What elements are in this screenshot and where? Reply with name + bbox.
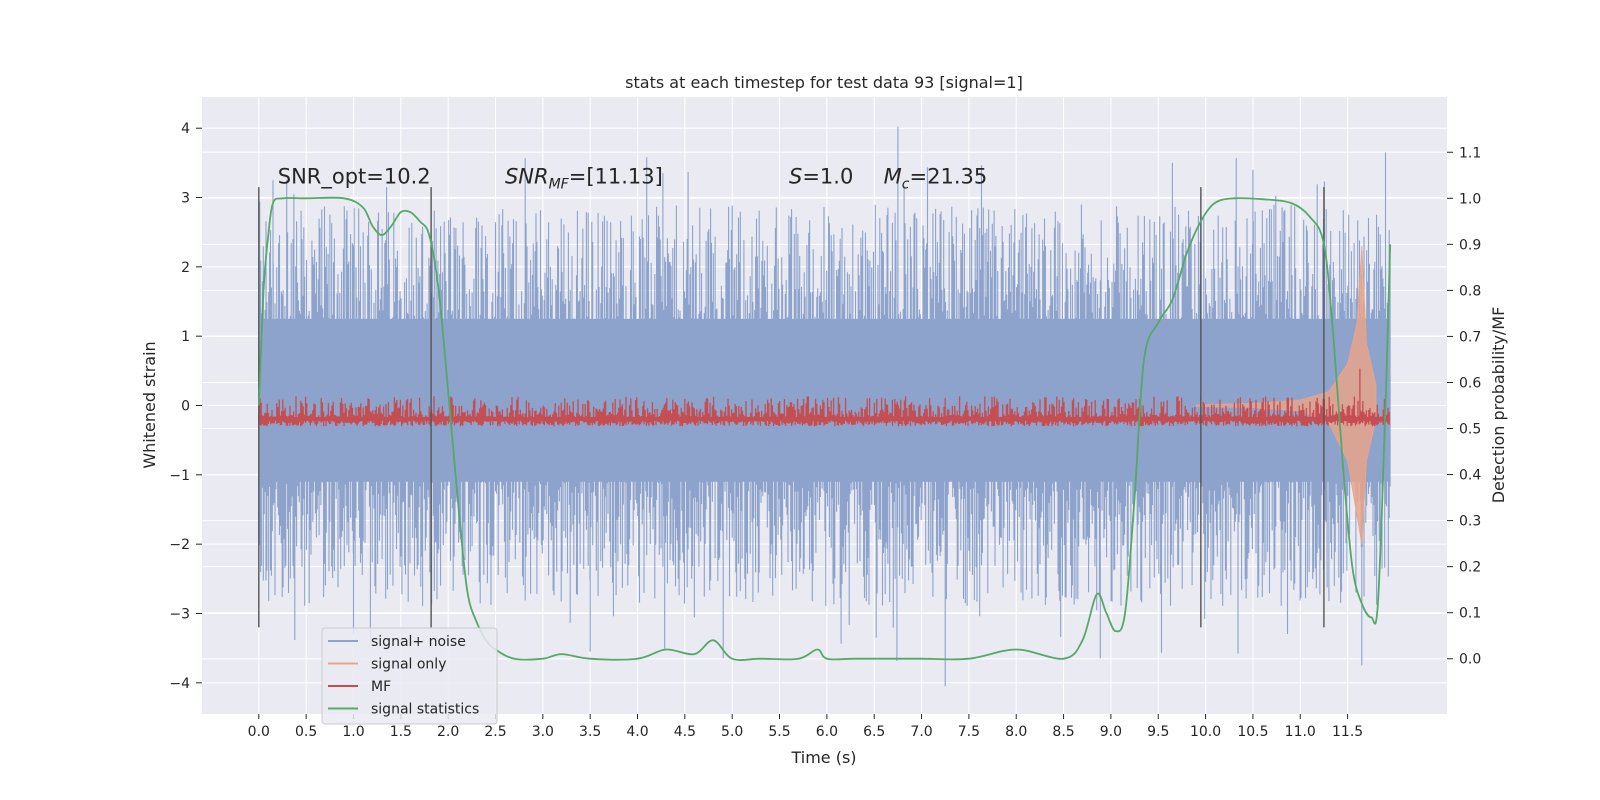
y-axis-label-right: Detection probability/MF xyxy=(1489,307,1508,504)
y-right-tick-label: 0.0 xyxy=(1459,652,1481,668)
annotation: SNRMF=[11.13] xyxy=(505,165,663,193)
y-right-tick-label: 1.0 xyxy=(1459,191,1481,207)
y-axis-label: Whitened strain xyxy=(140,341,159,468)
x-tick-label: 6.5 xyxy=(863,724,885,740)
x-tick-label: 3.0 xyxy=(532,724,554,740)
x-tick-label: 11.0 xyxy=(1285,724,1316,740)
y-right-tick-label: 0.8 xyxy=(1459,283,1481,299)
y-tick-label: 4 xyxy=(181,121,190,137)
x-tick-label: 4.5 xyxy=(674,724,696,740)
y-tick-label: 2 xyxy=(181,260,190,276)
y-tick-label: 1 xyxy=(181,329,190,345)
legend: signal+ noise signal only MF signal statist… xyxy=(321,627,498,725)
annotation: S=1.0 xyxy=(789,165,853,189)
x-tick-label: 11.5 xyxy=(1332,724,1363,740)
x-axis-label: Time (s) xyxy=(790,748,856,767)
legend-label: signal statistics xyxy=(371,702,479,718)
x-tick-label: 2.0 xyxy=(437,724,459,740)
y-right-tick-label: 0.9 xyxy=(1459,237,1481,253)
y-right-tick-label: 0.3 xyxy=(1459,514,1481,530)
y-right-tick-label: 0.6 xyxy=(1459,375,1481,391)
y-right-tick-label: 1.1 xyxy=(1459,145,1481,161)
x-tick-label: 1.5 xyxy=(390,724,412,740)
y-right-tick-label: 0.5 xyxy=(1459,422,1481,438)
y-right-tick-label: 0.7 xyxy=(1459,329,1481,345)
x-tick-label: 8.5 xyxy=(1052,724,1074,740)
x-tick-label: 2.5 xyxy=(484,724,506,740)
x-tick-label: 1.0 xyxy=(342,724,364,740)
y-right-tick-label: 0.1 xyxy=(1459,606,1481,622)
y-tick-label: −3 xyxy=(169,606,190,622)
x-tick-label: 5.5 xyxy=(768,724,790,740)
signal-statistics-line xyxy=(257,196,1392,661)
signal-noise-series xyxy=(258,126,1391,687)
y-tick-label: 3 xyxy=(181,191,190,207)
x-tick-label: 7.0 xyxy=(910,724,932,740)
y-right-tick-label: 0.4 xyxy=(1459,468,1481,484)
x-tick-label: 9.5 xyxy=(1147,724,1169,740)
y-tick-label: −2 xyxy=(169,537,190,553)
tick-labels: 0.0 0.5 1.0 1.5 2.0 2.5 3.0 3.5 4.0 4.5 5.0 5.5 6.0 6… xyxy=(169,121,1481,740)
x-tick-label: 8.0 xyxy=(1005,724,1027,740)
vertical-markers xyxy=(258,187,1325,628)
x-tick-label: 0.5 xyxy=(295,724,317,740)
annotation: Mc=21.35 xyxy=(884,165,988,193)
y-right-tick-label: 0.2 xyxy=(1459,560,1481,576)
x-tick-label: 10.0 xyxy=(1190,724,1221,740)
y-tick-label: −1 xyxy=(169,468,190,484)
annotations: SNR_opt=10.2 SNRMF=[11.13] S=1.0 Mc=21.35 xyxy=(278,165,987,193)
annotation: SNR_opt=10.2 xyxy=(278,165,431,190)
legend-label: signal+ noise xyxy=(371,634,466,650)
x-tick-label: 0.0 xyxy=(248,724,270,740)
x-tick-label: 3.5 xyxy=(579,724,601,740)
x-tick-label: 6.0 xyxy=(816,724,838,740)
chart-title: stats at each timestep for test data 93 … xyxy=(625,73,1023,92)
y-tick-label: −4 xyxy=(169,676,190,692)
y-tick-label: 0 xyxy=(181,399,190,415)
legend-label: signal only xyxy=(371,657,446,673)
x-tick-label: 10.5 xyxy=(1237,724,1268,740)
signal-statistics-series xyxy=(257,196,1392,661)
legend-label: MF xyxy=(371,679,391,695)
x-tick-label: 4.0 xyxy=(626,724,648,740)
x-tick-label: 5.0 xyxy=(721,724,743,740)
x-tick-label: 9.0 xyxy=(1100,724,1122,740)
x-tick-label: 7.5 xyxy=(958,724,980,740)
legend-box xyxy=(321,627,498,725)
